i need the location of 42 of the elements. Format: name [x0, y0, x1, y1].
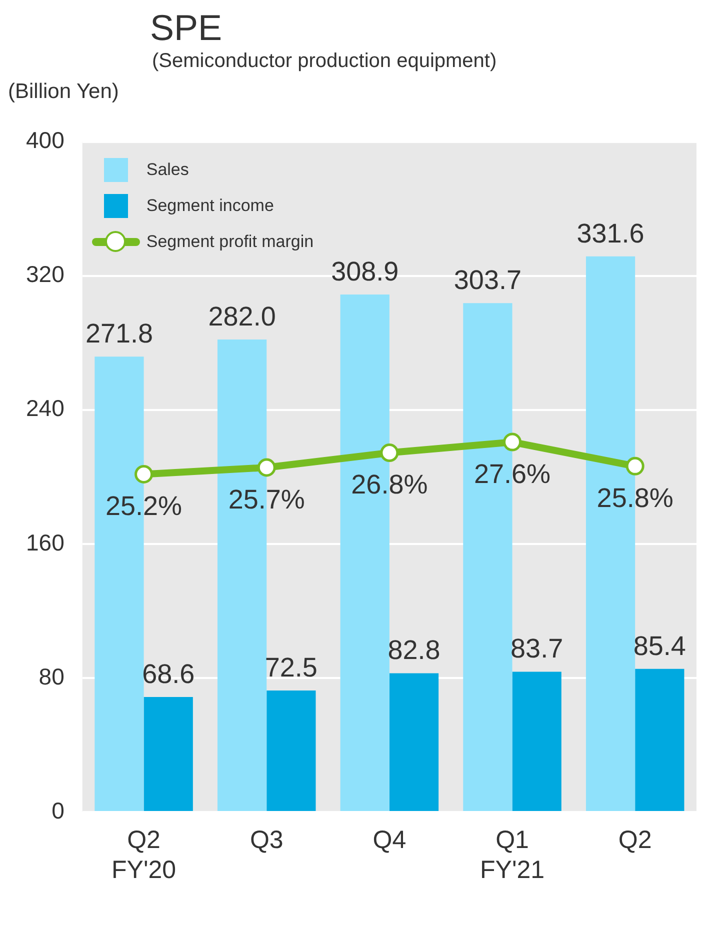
chart-subtitle: (Semiconductor production equipment) — [151, 49, 498, 74]
data-label: 308.9 — [331, 256, 399, 286]
point — [380, 444, 399, 462]
x-tick-label: Q3 — [250, 826, 284, 854]
y-tick-label: 0 — [52, 797, 64, 824]
point — [503, 432, 522, 452]
data-label: 72.5 — [264, 652, 318, 682]
chart-title: SPE — [149, 7, 224, 48]
y-tick-label: 80 — [38, 663, 64, 690]
bar — [389, 673, 439, 811]
data-label: 25.8% — [596, 483, 674, 514]
y-tick-label: 400 — [26, 127, 64, 154]
bar — [635, 668, 684, 811]
y-tick-label: 240 — [26, 395, 64, 422]
data-label: 27.6% — [474, 459, 551, 490]
point — [626, 456, 644, 476]
data-label: 25.2% — [106, 491, 182, 522]
y-tick-label: 320 — [26, 261, 64, 288]
x-tick-label: Q2 — [618, 826, 652, 854]
data-label: 271.8 — [85, 318, 154, 349]
y-tick-label: 160 — [26, 529, 64, 556]
data-label: 25.7% — [228, 484, 305, 514]
data-label: 282.0 — [208, 301, 276, 332]
x-tick-label: Q1 FY'21 — [480, 826, 545, 884]
legend-label: Segment profit margin — [146, 232, 314, 252]
data-label: 68.6 — [142, 659, 195, 690]
data-label: 303.7 — [454, 265, 522, 296]
x-tick-label: Q4 — [372, 826, 406, 854]
data-label: 83.7 — [510, 634, 564, 664]
data-label: 331.6 — [576, 218, 644, 248]
data-label: 85.4 — [633, 630, 686, 661]
data-label: 26.8% — [351, 470, 428, 500]
point — [257, 458, 276, 477]
legend-label: Sales — [146, 160, 189, 180]
point — [134, 464, 154, 484]
bar — [266, 690, 316, 811]
data-label: 82.8 — [388, 635, 440, 666]
x-tick-label: Q2 FY'20 — [112, 826, 176, 884]
y-axis-title: (Billion Yen) — [8, 79, 120, 105]
bar — [144, 697, 193, 811]
bar — [512, 672, 562, 811]
legend-label: Segment income — [146, 196, 274, 216]
